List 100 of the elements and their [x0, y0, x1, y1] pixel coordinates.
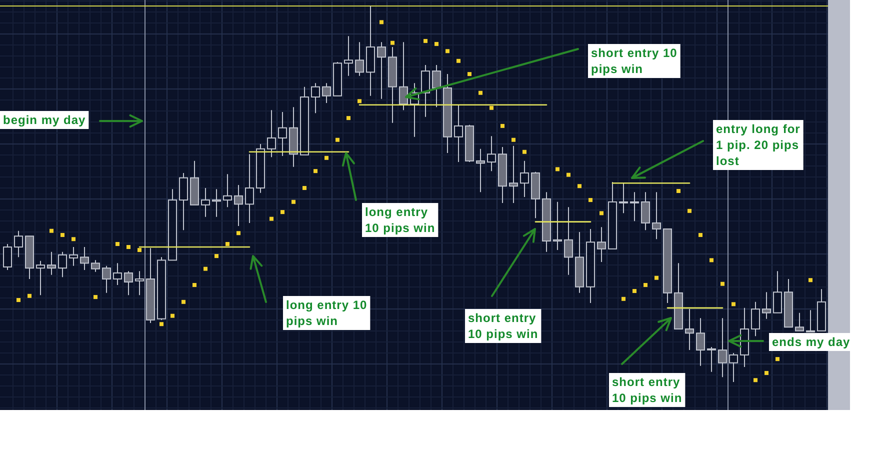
point — [522, 150, 526, 154]
point — [126, 245, 130, 250]
candlestick — [432, 64, 441, 108]
candlestick — [223, 174, 232, 208]
candlestick — [234, 184, 243, 226]
candlestick — [553, 201, 562, 251]
point — [94, 295, 98, 300]
point — [688, 208, 692, 213]
candlestick — [124, 270, 133, 296]
point — [214, 254, 218, 258]
candlestick — [751, 301, 760, 337]
candlestick — [102, 265, 111, 294]
candlestick — [762, 292, 771, 320]
point — [600, 211, 604, 216]
point — [170, 314, 174, 318]
candlestick — [421, 64, 430, 118]
candlestick — [377, 42, 386, 100]
point — [698, 232, 702, 237]
candlestick — [80, 246, 89, 270]
point — [346, 116, 350, 120]
point — [28, 294, 32, 298]
point — [236, 231, 240, 236]
candlestick — [641, 192, 650, 231]
point — [478, 90, 482, 95]
candlestick — [245, 154, 254, 224]
candlestick — [113, 262, 122, 286]
candlestick — [597, 226, 606, 263]
candlestick — [322, 82, 331, 104]
point — [336, 138, 340, 142]
candlestick — [278, 112, 287, 157]
candlestick — [36, 260, 45, 296]
candlestick — [476, 148, 485, 193]
point — [644, 282, 648, 287]
candlestick — [795, 312, 804, 332]
point — [302, 186, 306, 190]
point — [456, 58, 460, 63]
candlestick — [69, 246, 78, 266]
point — [116, 242, 120, 246]
point — [50, 228, 54, 233]
point — [160, 322, 164, 326]
point — [380, 20, 384, 24]
annotation: begin my day — [3, 113, 86, 127]
candlestick — [47, 251, 56, 276]
candlestick — [806, 310, 815, 332]
point — [358, 99, 362, 104]
point — [720, 282, 724, 286]
point — [468, 72, 472, 76]
candlestick — [355, 42, 364, 76]
point — [280, 210, 284, 214]
point — [314, 169, 318, 174]
point — [622, 296, 626, 301]
candlestick — [58, 251, 67, 278]
point — [60, 232, 64, 237]
candlestick — [630, 192, 639, 222]
point — [324, 156, 328, 160]
point — [776, 357, 780, 362]
candlestick — [135, 270, 144, 296]
candlestick — [179, 172, 188, 231]
point — [754, 378, 758, 382]
point — [512, 138, 516, 142]
candlestick — [399, 42, 408, 111]
candlestick — [696, 318, 705, 366]
point — [434, 42, 438, 46]
point — [292, 200, 296, 204]
candlestick — [707, 346, 716, 372]
candlestick — [509, 145, 518, 204]
candlestick — [718, 318, 727, 378]
point — [490, 106, 494, 110]
point — [182, 300, 186, 304]
point — [654, 276, 658, 280]
candlestick — [773, 270, 782, 314]
annotation: ends my day — [772, 335, 850, 349]
point — [424, 38, 428, 43]
candlestick — [344, 36, 353, 76]
candlestick — [3, 244, 12, 270]
candlestick — [729, 352, 738, 382]
point — [192, 282, 196, 287]
point — [204, 266, 208, 271]
candlestick — [619, 182, 628, 214]
candlestick — [91, 260, 100, 272]
point — [226, 242, 230, 246]
point — [676, 188, 680, 193]
point — [566, 172, 570, 177]
point — [138, 248, 142, 252]
point — [270, 216, 274, 221]
candlestick — [267, 110, 276, 158]
point — [578, 184, 582, 188]
candlestick — [564, 206, 573, 276]
point — [732, 302, 736, 306]
point — [588, 198, 592, 202]
candlestick — [487, 136, 496, 172]
candlestick — [311, 82, 320, 114]
point — [710, 258, 714, 262]
candlestick — [201, 187, 210, 218]
point — [446, 49, 450, 54]
candlestick — [454, 104, 463, 163]
point — [808, 278, 812, 282]
point — [764, 370, 768, 375]
candlestick — [14, 230, 23, 258]
point — [556, 167, 560, 172]
